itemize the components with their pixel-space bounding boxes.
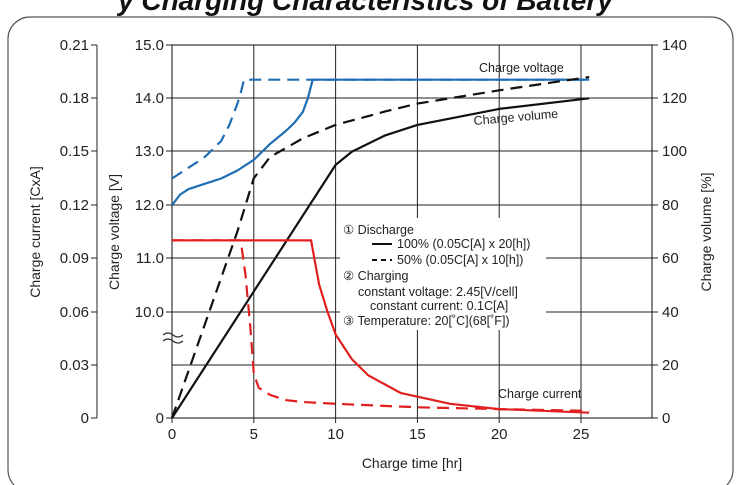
chart-title: y Charging Characteristics of Battery — [116, 0, 614, 16]
voltage-tick-label: 13.0 — [135, 143, 164, 160]
volume-tick-label: 80 — [662, 197, 679, 214]
current-tick-label: 0 — [81, 410, 89, 427]
charge-voltage-axis-title: Charge voltage [V] — [106, 174, 122, 290]
legend-charging: ② Charging — [343, 269, 408, 283]
current-tick-label: 0.12 — [60, 197, 89, 214]
legend-constant-current: constant current: 0.1C[A] — [370, 299, 508, 313]
current-tick-label: 0.06 — [60, 304, 89, 321]
x-tick-label: 25 — [573, 426, 590, 443]
voltage-tick-label: 15.0 — [135, 37, 164, 54]
volume-tick-label: 20 — [662, 357, 679, 374]
voltage-tick-label: 0 — [156, 410, 164, 427]
voltage-tick-label: 11.0 — [136, 250, 164, 267]
volume-tick-label: 140 — [662, 37, 687, 54]
volume-tick-label: 120 — [662, 90, 687, 107]
legend: ① Discharge 100% (0.05C[A] x 20[h]) 50% … — [340, 218, 546, 330]
volume-tick-label: 60 — [662, 250, 679, 267]
voltage-tick-label: 10.0 — [135, 304, 164, 321]
legend-50pct: 50% (0.05C[A] x 10[h]) — [397, 253, 523, 267]
volume-dashed-series-line — [170, 75, 590, 419]
volume-tick-label: 40 — [662, 304, 679, 321]
current-tick-label: 0.15 — [60, 143, 89, 160]
charge-current-axis-title: Charge current [CxA] — [27, 166, 43, 298]
axis-ticks: 0 5 10 15 20 25 0.21 0.18 0.15 0.12 0.09 0.06 0.03 0 1… — [60, 37, 687, 443]
current-tick-label: 0.09 — [60, 250, 89, 267]
label-charge-voltage: Charge voltage — [479, 61, 564, 75]
legend-constant-voltage: constant voltage: 2.45[V/cell] — [358, 285, 518, 299]
axis-break-mark — [162, 332, 184, 344]
x-tick-label: 10 — [327, 426, 344, 443]
voltage-dashed-series-line — [171, 78, 590, 180]
x-tick-label: 15 — [409, 426, 426, 443]
label-charge-current: Charge current — [498, 387, 582, 401]
current-tick-label: 0.21 — [60, 37, 89, 54]
volume-tick-label: 0 — [662, 410, 670, 427]
x-tick-label: 0 — [168, 426, 176, 443]
current-dashed-series-line — [172, 239, 590, 412]
legend-temperature: ③ Temperature: 20[˚C](68[˚F]) — [343, 314, 510, 328]
x-tick-label: 5 — [250, 426, 258, 443]
current-tick-label: 0.03 — [60, 357, 89, 374]
x-tick-label: 20 — [491, 426, 508, 443]
voltage-tick-label: 12.0 — [135, 197, 164, 214]
outer-frame — [7, 16, 734, 485]
charge-volume-axis-title: Charge volume [%] — [698, 172, 714, 291]
current-tick-label: 0.18 — [60, 90, 89, 107]
voltage-tick-label: 14.0 — [135, 90, 164, 107]
legend-100pct: 100% (0.05C[A] x 20[h]) — [397, 237, 530, 251]
x-axis-title: Charge time [hr] — [362, 455, 462, 471]
series-layer — [170, 75, 590, 419]
legend-discharge: ① Discharge — [343, 223, 414, 237]
current-solid-series-line — [172, 239, 590, 414]
volume-solid-series-line — [171, 97, 590, 419]
volume-tick-label: 100 — [662, 143, 687, 160]
